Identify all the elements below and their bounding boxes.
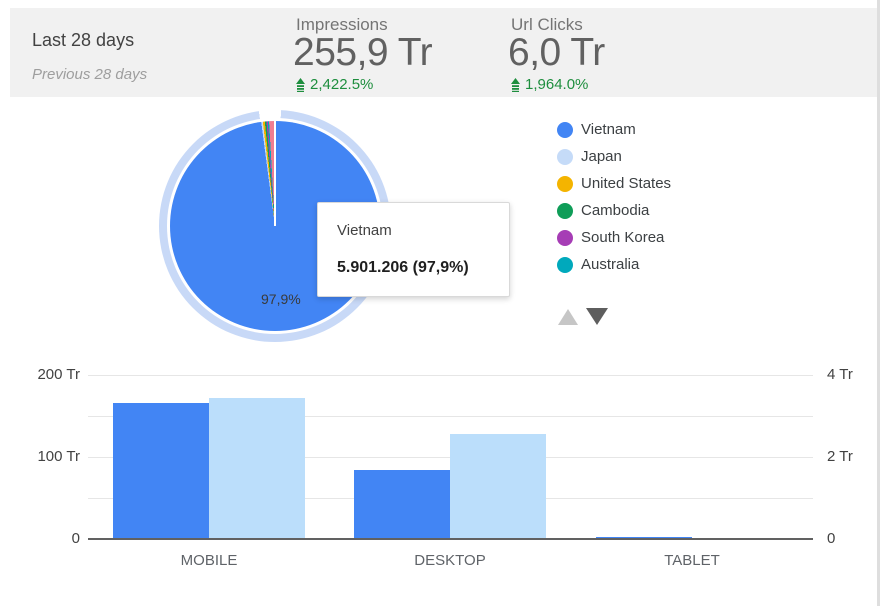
trend-up-icon (511, 77, 520, 92)
page-right-border (877, 0, 880, 606)
legend-pager (558, 308, 608, 325)
category-label-desktop: DESKTOP (414, 552, 486, 569)
category-label-mobile: MOBILE (180, 552, 238, 569)
right-axis-tick: 0 (827, 530, 836, 547)
impressions-scorecard: Impressions 255,9 Tr 2,422.5% (293, 8, 503, 97)
url-clicks-delta: 1,964.0% (511, 76, 588, 93)
scorecard-header: Last 28 days Previous 28 days Impression… (10, 8, 877, 97)
legend-item-japan[interactable]: Japan (557, 143, 671, 170)
legend-scroll-down-icon[interactable] (586, 308, 608, 325)
date-range-label: Last 28 days (32, 30, 135, 50)
tooltip-country: Vietnam (337, 222, 392, 239)
comparison-range-label: Previous 28 days (32, 66, 148, 83)
legend-item-cambodia[interactable]: Cambodia (557, 197, 671, 224)
legend-color-dot (557, 148, 573, 165)
impressions-label: Impressions (296, 15, 388, 34)
impressions-value: 255,9 Tr (293, 31, 433, 74)
impressions-delta: 2,422.5% (296, 76, 373, 93)
legend-item-label: Australia (581, 256, 640, 273)
pie-slice-percentage-label: 97,9% (261, 291, 301, 307)
legend-color-dot (557, 175, 573, 192)
right-axis-tick: 4 Tr (827, 366, 853, 383)
gridline (88, 375, 813, 376)
pie-chart[interactable]: 97,9% (159, 110, 391, 342)
bar-mobile-url-clicks[interactable] (209, 398, 305, 539)
legend-color-dot (557, 256, 573, 273)
legend-item-label: Vietnam (581, 121, 636, 138)
right-axis-tick: 2 Tr (827, 448, 853, 465)
category-label-tablet: TABLET (664, 552, 720, 569)
left-axis-tick: 100 Tr (37, 448, 80, 465)
bar-mobile-impressions[interactable] (113, 403, 209, 539)
gridline (88, 416, 813, 417)
bar-desktop-url-clicks[interactable] (450, 434, 546, 539)
left-axis-tick: 200 Tr (37, 366, 80, 383)
legend-item-label: Cambodia (581, 202, 650, 219)
legend-color-dot (557, 229, 573, 246)
legend-item-australia[interactable]: Australia (557, 251, 671, 278)
url-clicks-scorecard: Url Clicks 6,0 Tr 1,964.0% (508, 8, 708, 97)
legend-item-united-states[interactable]: United States (557, 170, 671, 197)
url-clicks-delta-value: 1,964.0% (525, 76, 589, 93)
trend-up-icon (296, 77, 305, 92)
legend-item-south-korea[interactable]: South Korea (557, 224, 671, 251)
legend-item-vietnam[interactable]: Vietnam (557, 116, 671, 143)
pie-slice-divider (274, 121, 276, 226)
left-axis-tick: 0 (71, 530, 80, 547)
bar-chart: 200 Tr 100 Tr 0 4 Tr 2 Tr 0 MOBILE DESKTOP TAB… (0, 350, 883, 590)
impressions-delta-value: 2,422.5% (310, 76, 374, 93)
legend-color-dot (557, 121, 573, 138)
url-clicks-label: Url Clicks (511, 15, 583, 34)
legend-item-label: United States (581, 175, 672, 192)
x-axis-baseline (88, 538, 813, 540)
pie-legend: Vietnam Japan United States Cambodia South K… (557, 116, 671, 278)
pie-tooltip: Vietnam 5.901.206 (97,9%) (317, 202, 510, 297)
bar-desktop-impressions[interactable] (354, 470, 450, 539)
legend-color-dot (557, 202, 573, 219)
legend-item-label: Japan (581, 148, 622, 165)
url-clicks-value: 6,0 Tr (508, 31, 605, 74)
legend-item-label: South Korea (581, 229, 665, 246)
tooltip-value: 5.901.206 (97,9%) (337, 259, 469, 276)
legend-scroll-up-icon[interactable] (558, 309, 578, 325)
